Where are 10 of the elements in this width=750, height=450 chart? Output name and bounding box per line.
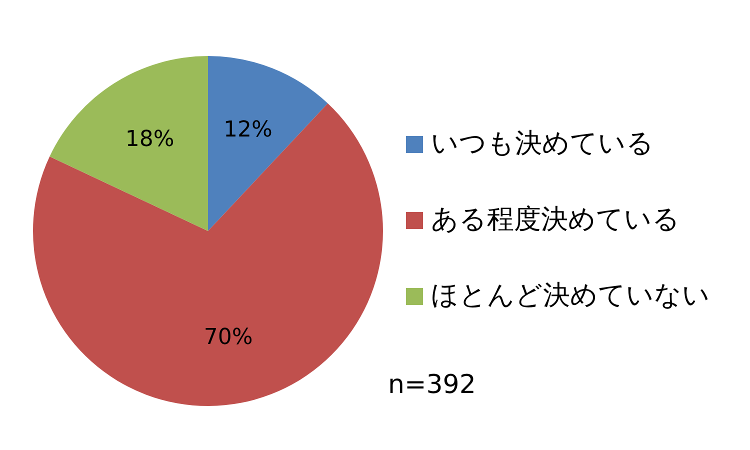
data-label: 12%: [223, 118, 272, 143]
pie-slice: [208, 56, 328, 231]
legend-label: ある程度決めている: [431, 203, 680, 237]
legend-label: ほとんど決めていない: [431, 279, 710, 313]
data-label: 18%: [125, 126, 174, 152]
data-label: 70%: [204, 325, 253, 350]
pie-slice: [50, 56, 208, 231]
pie-slice: [33, 103, 383, 406]
legend-label: いつも決めている: [431, 127, 654, 161]
text: n=392: [388, 370, 476, 400]
